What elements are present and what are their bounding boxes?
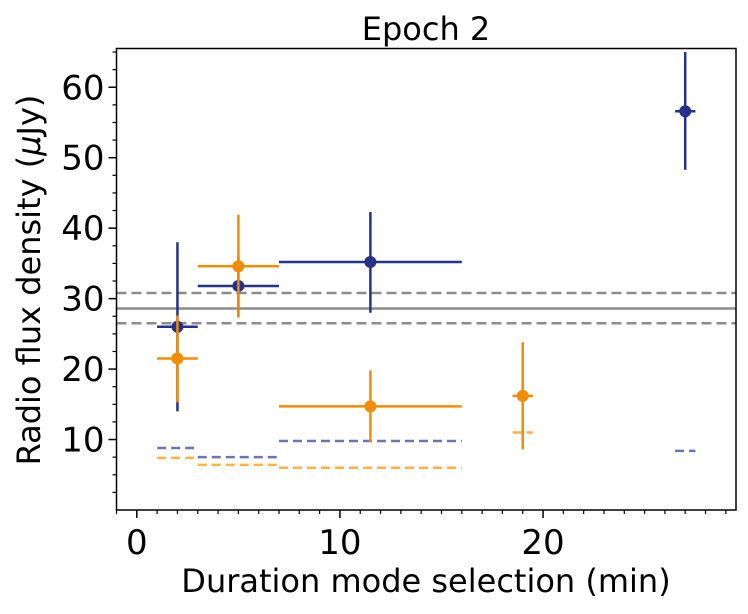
y-axis-label: Radio flux density (μJy) [10, 95, 48, 466]
x-tick-label: 0 [126, 523, 148, 563]
y-tick-label: 20 [61, 350, 104, 390]
y-tick-label: 40 [61, 209, 104, 249]
point-orange-3 [516, 389, 529, 402]
data-series [157, 52, 696, 469]
y-axis-label-text: Radio flux density ( [10, 156, 48, 466]
chart-title: Epoch 2 [362, 10, 491, 48]
y-tick-label: 30 [61, 280, 104, 320]
x-tick-label: 10 [318, 523, 361, 563]
point-blue-3 [679, 105, 692, 118]
x-tick-label: 20 [521, 523, 564, 563]
plot-frame [115, 47, 737, 511]
point-orange-0 [171, 352, 184, 365]
point-orange-1 [232, 260, 245, 273]
y-tick-label: 60 [61, 68, 104, 108]
point-blue-2 [364, 255, 377, 268]
y-axis-label-mu: μ [10, 135, 48, 156]
y-tick-label: 50 [61, 139, 104, 179]
x-axis-label: Duration mode selection (min) [181, 562, 670, 600]
reference-lines [116, 291, 736, 325]
point-orange-2 [364, 400, 377, 413]
y-tick-label: 10 [61, 421, 104, 461]
y-axis-label-unit: Jy) [10, 95, 48, 138]
axis-ticks: 0 10 20 10 20 30 40 50 60 [61, 51, 727, 563]
